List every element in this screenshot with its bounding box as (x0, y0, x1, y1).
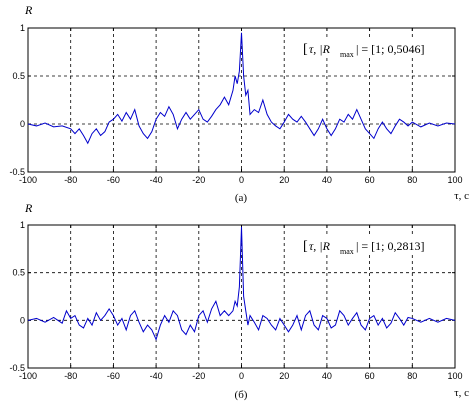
series-line (27, 32, 456, 145)
y-tick-label: -0.5 (9, 363, 25, 373)
x-tick-label: 20 (279, 371, 289, 381)
x-axis-label: τ, с (454, 387, 469, 399)
x-tick-label: -80 (64, 371, 77, 381)
x-tick-label: -60 (107, 371, 120, 381)
y-tick-label: -0.5 (9, 167, 25, 177)
x-tick-label: -40 (150, 175, 163, 185)
y-tick-label: 1 (20, 220, 25, 230)
x-tick-label: -100 (19, 175, 37, 185)
x-tick-label: -80 (64, 175, 77, 185)
x-tick-label: 40 (322, 175, 332, 185)
y-axis-label: R (24, 201, 33, 215)
x-tick-label: -20 (192, 371, 205, 381)
y-tick-label: 0.5 (12, 71, 25, 81)
panel-label: (б) (235, 389, 248, 401)
x-tick-label: 0 (239, 371, 244, 381)
annotation-background (301, 236, 447, 255)
x-tick-label: 20 (279, 175, 289, 185)
panel-label: (a) (235, 192, 248, 204)
y-axis-label: R (24, 3, 33, 17)
x-tick-label: 40 (322, 371, 332, 381)
y-tick-label: 0 (20, 119, 25, 129)
x-tick-label: 80 (407, 175, 417, 185)
y-tick-label: 0 (20, 315, 25, 325)
x-tick-label: 100 (447, 175, 462, 185)
y-tick-label: 1 (20, 23, 25, 33)
x-tick-label: 60 (365, 371, 375, 381)
annotation-lhs: τ, |R (309, 239, 331, 253)
y-tick-label: 0.5 (12, 268, 25, 278)
x-tick-label: 0 (239, 175, 244, 185)
annotation-value: | = [1; 0,2813] (356, 239, 425, 253)
annotation-bracket: [ (303, 239, 308, 254)
x-tick-label: -60 (107, 175, 120, 185)
series-line (27, 226, 456, 341)
annotation-subscript: max (340, 247, 354, 256)
x-tick-label: -40 (150, 371, 163, 381)
annotation-bracket: [ (303, 42, 308, 57)
x-tick-label: 100 (447, 371, 462, 381)
annotation-value: | = [1; 0,5046] (356, 42, 425, 56)
annotation-background (301, 39, 447, 58)
annotation-lhs: τ, |R (309, 42, 331, 56)
x-tick-label: 60 (365, 175, 375, 185)
x-tick-label: 80 (407, 371, 417, 381)
x-axis-label: τ, с (454, 190, 469, 202)
x-tick-label: -20 (192, 175, 205, 185)
annotation-subscript: max (340, 50, 354, 59)
x-tick-label: -100 (19, 371, 37, 381)
